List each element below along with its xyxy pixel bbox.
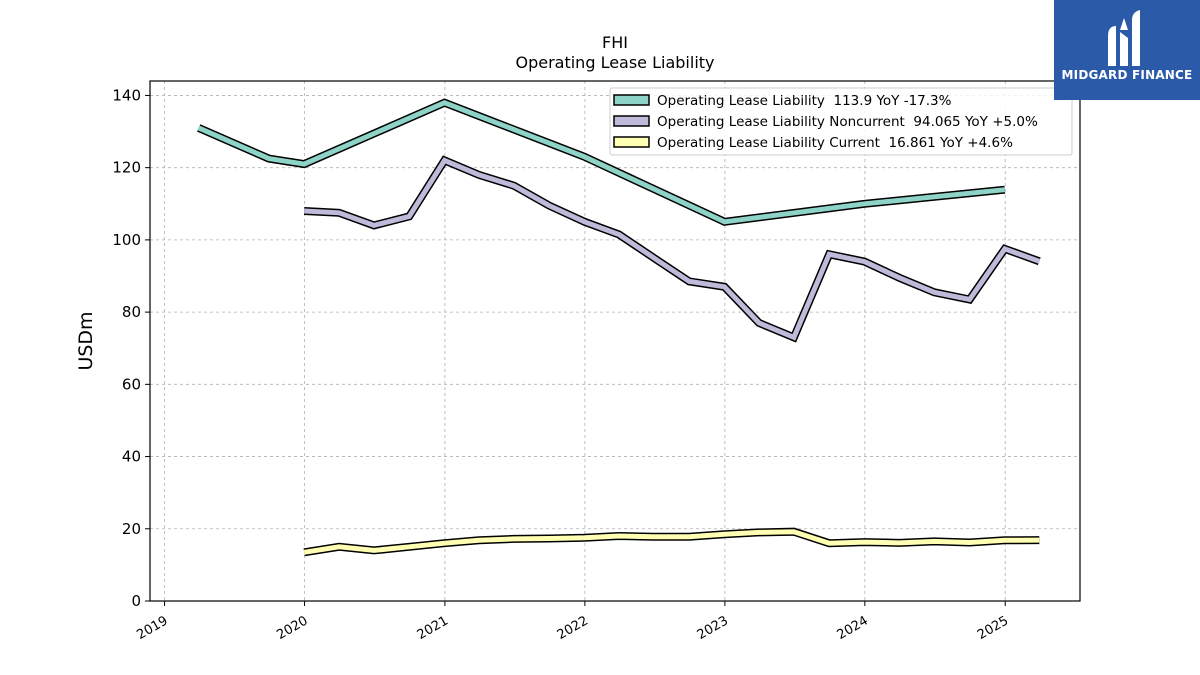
y-tick-label: 100: [112, 231, 141, 249]
plot-frame: [149, 80, 1081, 602]
x-tick-label: 2024: [835, 613, 871, 643]
series-line-1: [197, 99, 1006, 225]
axes: 0 20 40 60 80 100 120 140 2019 2020 2021 2022 2023 20…: [112, 86, 1011, 643]
x-tick-label: 2020: [274, 613, 310, 643]
legend: Operating Lease Liability 113.9 YoY -17.…: [609, 87, 1073, 156]
chart-title: FHI: [602, 33, 628, 52]
y-tick-label: 60: [122, 375, 141, 393]
y-tick-label: 0: [131, 592, 141, 610]
legend-label-2: Operating Lease Liability Noncurrent 94.…: [657, 114, 1038, 130]
legend-swatch-2: [613, 115, 650, 127]
legend-label-1: Operating Lease Liability 113.9 YoY -17.…: [657, 93, 952, 109]
series-line-2: [304, 157, 1041, 341]
logo-mark-icon: [1108, 10, 1140, 66]
legend-box: [609, 87, 1073, 156]
y-axis-label: USDm: [75, 311, 97, 370]
legend-swatch-3: [613, 136, 650, 148]
x-tick-label: 2021: [415, 613, 451, 643]
series-line-3: [303, 529, 1040, 555]
legend-swatch-1: [613, 94, 650, 106]
y-tick-label: 40: [122, 448, 141, 466]
y-tick-label: 120: [112, 159, 141, 177]
y-tick-label: 140: [112, 86, 141, 104]
legend-label-3: Operating Lease Liability Current 16.861…: [657, 135, 1013, 151]
y-tick-label: 80: [122, 303, 141, 321]
series-line-outline-2: [303, 155, 1041, 343]
x-tick-label: 2025: [975, 613, 1011, 643]
series-layer: [197, 98, 1041, 557]
y-tick-label: 20: [122, 520, 141, 538]
logo-text: MIDGARD FINANCE: [1061, 68, 1193, 82]
x-tick-label: 2023: [695, 613, 731, 643]
midgard-finance-logo: MIDGARD FINANCE: [1054, 0, 1200, 100]
chart-subtitle: Operating Lease Liability: [515, 53, 714, 72]
x-tick-label: 2022: [555, 613, 591, 643]
x-tick-label: 2019: [134, 613, 170, 643]
